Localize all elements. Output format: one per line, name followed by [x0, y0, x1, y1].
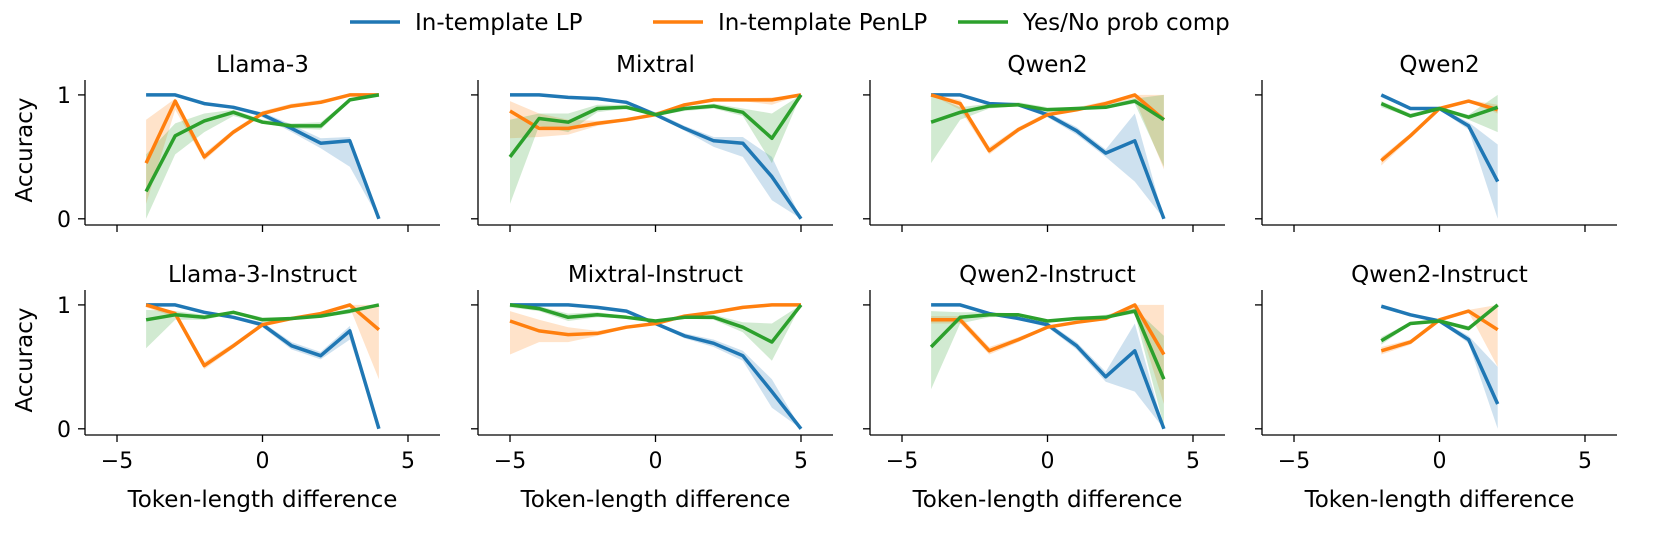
legend-label: In-template PenLP	[718, 10, 927, 36]
x-tick-label: 5	[1578, 449, 1592, 474]
x-tick-label: −5	[1278, 449, 1310, 474]
panels: Llama-3 0 1 Accuracy Mixtral Qwen2 Qwen2 Llama-…	[12, 52, 1617, 513]
series-line	[930, 93, 1166, 153]
y-axis-label: Accuracy	[12, 307, 38, 412]
x-tick-label: 0	[256, 449, 270, 474]
panel-title: Qwen2	[1007, 52, 1087, 78]
series-line	[1380, 101, 1499, 119]
x-tick-label: 0	[1041, 449, 1055, 474]
legend-label: Yes/No prob comp	[1022, 10, 1230, 36]
x-tick-label: 0	[649, 449, 663, 474]
panel-title: Llama-3-Instruct	[168, 262, 357, 288]
x-tick-label: 5	[401, 449, 415, 474]
series-line	[509, 303, 803, 344]
y-axis-label: Accuracy	[12, 97, 38, 202]
confidence-band	[510, 304, 801, 361]
panel: Qwen2	[863, 52, 1225, 232]
panel: Mixtral	[471, 52, 833, 232]
panel-title: Llama-3	[216, 52, 309, 78]
series-line	[1380, 303, 1499, 343]
legend-label: In-template LP	[415, 10, 583, 36]
panel-title: Qwen2-Instruct	[959, 262, 1136, 288]
series-line	[931, 303, 1166, 356]
series-line	[144, 93, 379, 164]
series-line	[929, 309, 1166, 380]
legend: In-template LP In-template PenLP Yes/No pr…	[350, 10, 1230, 36]
confidence-band	[510, 304, 801, 355]
y-tick-label: 0	[57, 418, 71, 443]
series-line	[144, 93, 380, 193]
series-line	[931, 303, 1166, 430]
series-line	[508, 93, 803, 158]
panel: Llama-3-Instruct 0 1 −5 0 5 Accuracy Token-leng…	[12, 262, 440, 513]
x-axis-label: Token-length difference	[127, 487, 398, 513]
legend-item: Yes/No prob comp	[958, 10, 1230, 36]
series-line	[145, 303, 381, 368]
series-line	[930, 99, 1165, 124]
x-axis-label: Token-length difference	[1304, 487, 1575, 513]
x-tick-label: 5	[1186, 449, 1200, 474]
confidence-band	[146, 94, 379, 204]
panel-title: Qwen2	[1399, 52, 1479, 78]
x-tick-label: −5	[886, 449, 918, 474]
confidence-band	[1381, 304, 1498, 367]
series-line	[145, 303, 380, 322]
panel-title: Mixtral	[616, 52, 695, 78]
panel-title: Mixtral-Instruct	[568, 262, 743, 288]
confidence-band	[931, 94, 1164, 219]
confidence-band	[510, 94, 801, 219]
x-axis-label: Token-length difference	[912, 487, 1183, 513]
confidence-band	[510, 94, 801, 204]
legend-item: In-template PenLP	[653, 10, 927, 36]
y-tick-label: 0	[57, 208, 71, 233]
x-tick-label: 0	[1433, 449, 1447, 474]
y-tick-label: 1	[57, 294, 71, 319]
series-line	[509, 303, 801, 337]
legend-item: In-template LP	[350, 10, 583, 36]
panel: Llama-3 0 1 Accuracy	[12, 52, 440, 233]
panel: Qwen2	[1255, 52, 1617, 232]
x-tick-label: −5	[101, 449, 133, 474]
y-tick-label: 1	[57, 84, 71, 109]
x-tick-label: 5	[794, 449, 808, 474]
x-tick-label: −5	[494, 449, 526, 474]
x-axis-label: Token-length difference	[520, 487, 791, 513]
panel-title: Qwen2-Instruct	[1351, 262, 1528, 288]
